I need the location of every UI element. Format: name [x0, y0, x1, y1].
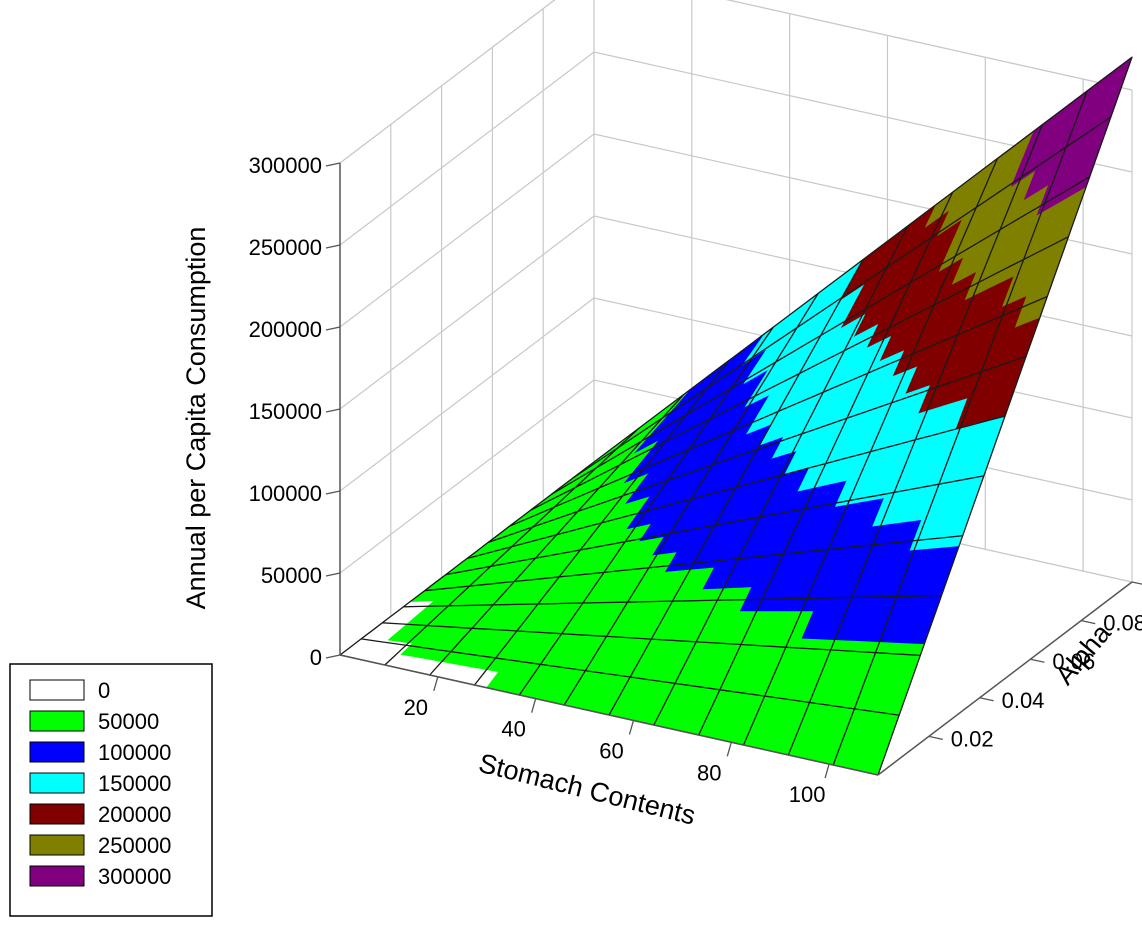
legend-swatch: [29, 679, 85, 701]
tick-labels: 0 50000 100000 150000 200000 250000 300000 20 40…: [249, 153, 1142, 807]
mesh-line-x: [742, 158, 999, 746]
z-tick: [325, 326, 341, 331]
z-tick-label: 100000: [249, 481, 322, 506]
z-tick-label: 200000: [249, 317, 322, 342]
mesh-line-x: [429, 394, 685, 676]
mesh-line-x: [473, 360, 730, 686]
y-tick: [1081, 619, 1096, 625]
y-tick: [1131, 581, 1142, 585]
z-axis-title: Annual per Capita Consumption: [181, 227, 211, 610]
legend-swatch: [29, 865, 85, 887]
x-tick: [824, 763, 830, 779]
z-tick-label: 50000: [261, 563, 322, 588]
legend-swatch: [29, 772, 85, 794]
y-axis-line: [877, 581, 1133, 776]
legend-label: 100000: [98, 740, 171, 765]
x-tick: [628, 720, 635, 735]
mesh-line-x: [787, 124, 1043, 756]
legend: 0 50000 100000 150000 200000 250000 300000: [9, 663, 213, 917]
legend-label: 0: [98, 678, 110, 703]
x-tick: [433, 676, 439, 691]
x-tick-label: 20: [404, 695, 428, 720]
legend-swatch: [29, 834, 85, 856]
mesh-line-x: [518, 326, 774, 696]
mesh-line-x: [698, 191, 954, 736]
mesh-line-x: [877, 56, 1133, 776]
z-tick: [325, 490, 341, 495]
y-tick: [928, 735, 943, 741]
legend-label: 300000: [98, 864, 171, 889]
x-tick-label: 100: [789, 782, 826, 807]
mesh-line-x: [563, 292, 819, 706]
x-tick-label: 40: [501, 717, 525, 742]
x-tick: [531, 698, 537, 713]
legend-label: 200000: [98, 802, 171, 827]
mesh-line-x: [832, 90, 1088, 766]
legend-label: 250000: [98, 833, 171, 858]
x-axis-line: [339, 654, 879, 776]
legend-swatch: [29, 803, 85, 825]
z-tick: [325, 162, 341, 167]
y-tick-label: 0.02: [951, 726, 994, 751]
x-tick: [726, 742, 732, 757]
y-tick-label: 0.06: [1052, 649, 1095, 674]
z-tick-label: 250000: [249, 235, 322, 260]
x-tick-label: 60: [599, 738, 623, 763]
axes: [325, 162, 1142, 779]
z-tick-label: 300000: [249, 153, 322, 178]
z-tick-label: 150000: [249, 399, 322, 424]
grid-line-z: [339, 0, 1133, 164]
y-tick-label: 0.08: [1103, 611, 1142, 636]
x-tick-label: 80: [697, 760, 721, 785]
legend-swatch: [29, 741, 85, 763]
y-tick-label: 0.04: [1002, 688, 1045, 713]
z-tick: [325, 654, 341, 659]
legend-swatch: [29, 710, 85, 732]
mesh-line-x: [608, 259, 864, 716]
z-tick: [325, 244, 341, 249]
z-tick: [325, 408, 341, 413]
x-axis-title: Stomach Contents: [476, 748, 699, 831]
y-tick: [1030, 658, 1045, 663]
mesh-line-x: [653, 225, 909, 726]
z-tick: [325, 572, 341, 577]
mesh-line-x: [339, 461, 595, 656]
legend-label: 150000: [98, 771, 171, 796]
legend-label: 50000: [98, 709, 159, 734]
y-tick: [979, 697, 994, 702]
mesh-line-x: [384, 427, 640, 666]
z-tick-label: 0: [310, 645, 322, 670]
